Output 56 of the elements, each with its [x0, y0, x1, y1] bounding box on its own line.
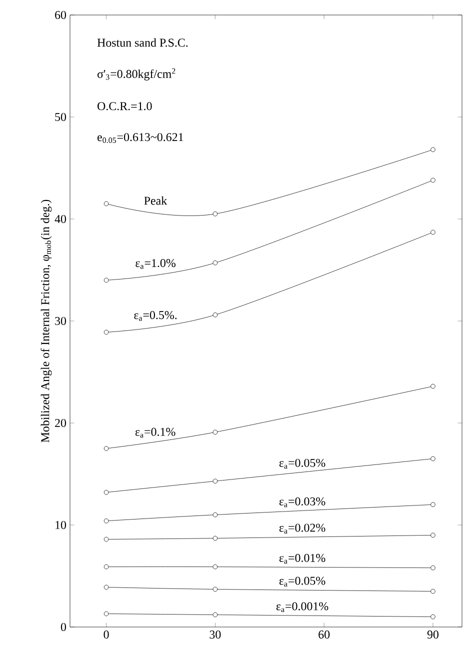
point: [430, 502, 436, 507]
point: [212, 586, 218, 592]
point: [104, 446, 109, 451]
y-axis-title: Mobilized Angle of Internal Friction, φ$_{mob}$(in deg.): [40, 200, 52, 442]
annotation: O.C.R.=1.0: [98, 102, 152, 110]
y-tick-label: 0: [60, 622, 66, 632]
point: [104, 536, 109, 542]
point: [430, 532, 436, 538]
point: [104, 330, 109, 335]
point: [430, 147, 436, 152]
point: [212, 564, 218, 570]
point: [212, 312, 218, 318]
point: [104, 201, 109, 206]
point: [212, 260, 218, 266]
annotation: σ'$_{3}$=0.80kgf/cm$^{2}$: [97, 68, 176, 80]
annotation: e$_{0.05}$=0.613~0.621: [98, 133, 184, 143]
point: [104, 490, 109, 495]
y-tick-label: 10: [56, 520, 66, 530]
x-tick-label: 90: [427, 630, 438, 639]
series-label: ε$_{a}$=0.03%: [279, 497, 326, 508]
x-tick-label: 0: [104, 630, 109, 639]
point: [430, 456, 436, 462]
point: [104, 278, 109, 283]
series-label: ε$_{a}$=0.5%.: [134, 311, 177, 321]
series-label: ε$_{a}$=0.05%: [279, 576, 326, 587]
series-label: ε$_{a}$=1.0%: [136, 259, 176, 269]
point: [212, 430, 218, 435]
y-tick-label: 40: [54, 214, 66, 224]
point: [430, 178, 436, 183]
point: [430, 384, 436, 389]
series-label: Peak: [144, 196, 168, 205]
series-label: ε$_{a}$=0.1%: [135, 428, 176, 438]
x-tick-label: 60: [318, 630, 330, 639]
point: [212, 536, 218, 541]
series-label: ε$_{a}$=0.02%: [279, 524, 326, 534]
point: [104, 518, 109, 524]
x-tick-label: 30: [210, 630, 221, 639]
annotation: Hostun sand P.S.C.: [97, 38, 188, 47]
y-tick-label: 20: [55, 418, 66, 428]
point: [430, 230, 436, 235]
point: [212, 478, 218, 484]
y-tick-label: 30: [55, 316, 66, 326]
point: [104, 564, 109, 570]
point: [430, 614, 436, 620]
point: [212, 212, 218, 216]
point: [430, 565, 436, 570]
series-label: ε$_{a}$=0.001%: [276, 602, 328, 612]
series-label: ε$_{a}$=0.05%: [279, 458, 326, 469]
point: [212, 512, 218, 518]
y-tick-label: 60: [55, 10, 66, 20]
point: [104, 584, 109, 590]
point: [104, 611, 109, 616]
y-tick-label: 50: [55, 112, 66, 122]
point: [430, 588, 436, 594]
point: [212, 612, 218, 618]
series-label: ε$_{a}$=0.01%: [279, 554, 326, 564]
